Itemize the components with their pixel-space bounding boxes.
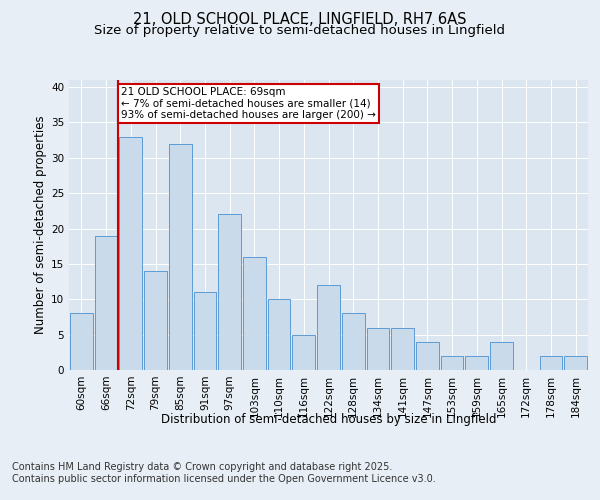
Y-axis label: Number of semi-detached properties: Number of semi-detached properties — [34, 116, 47, 334]
Bar — [144, 271, 167, 370]
Text: Size of property relative to semi-detached houses in Lingfield: Size of property relative to semi-detach… — [95, 24, 505, 37]
Bar — [539, 356, 562, 370]
Bar — [169, 144, 191, 370]
Bar — [564, 356, 587, 370]
Bar — [194, 292, 216, 370]
Bar — [218, 214, 241, 370]
Bar — [268, 300, 290, 370]
Bar — [367, 328, 389, 370]
Bar — [391, 328, 414, 370]
Bar — [317, 285, 340, 370]
Bar — [70, 314, 93, 370]
Bar — [416, 342, 439, 370]
Bar — [441, 356, 463, 370]
Bar — [292, 334, 315, 370]
Bar — [466, 356, 488, 370]
Bar — [342, 314, 365, 370]
Text: Contains public sector information licensed under the Open Government Licence v3: Contains public sector information licen… — [12, 474, 436, 484]
Text: Contains HM Land Registry data © Crown copyright and database right 2025.: Contains HM Land Registry data © Crown c… — [12, 462, 392, 472]
Bar — [119, 136, 142, 370]
Text: Distribution of semi-detached houses by size in Lingfield: Distribution of semi-detached houses by … — [161, 412, 497, 426]
Bar — [243, 257, 266, 370]
Bar — [95, 236, 118, 370]
Text: 21, OLD SCHOOL PLACE, LINGFIELD, RH7 6AS: 21, OLD SCHOOL PLACE, LINGFIELD, RH7 6AS — [133, 12, 467, 28]
Bar — [490, 342, 513, 370]
Text: 21 OLD SCHOOL PLACE: 69sqm
← 7% of semi-detached houses are smaller (14)
93% of : 21 OLD SCHOOL PLACE: 69sqm ← 7% of semi-… — [121, 87, 376, 120]
